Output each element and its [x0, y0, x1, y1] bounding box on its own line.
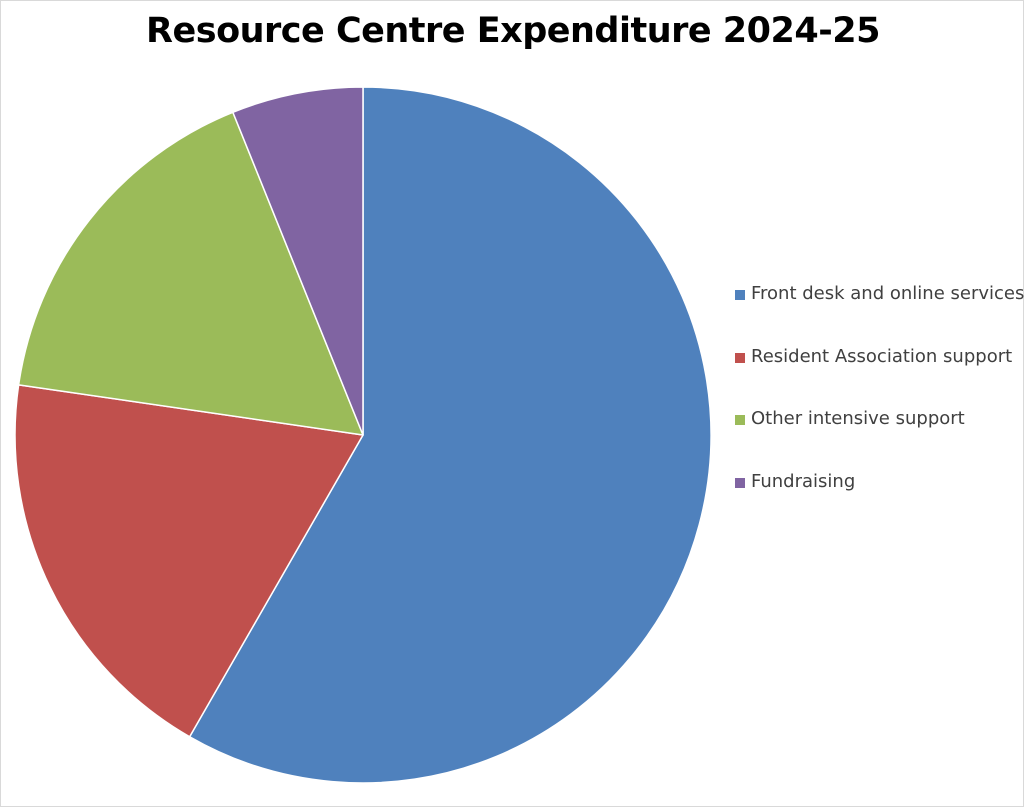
legend-swatch — [735, 352, 745, 363]
legend-label: Resident Association support — [751, 345, 1013, 367]
legend: Front desk and online services Resident … — [735, 281, 1024, 531]
legend-label: Front desk and online services — [751, 283, 1024, 304]
chart-title: Resource Centre Expenditure 2024-25 — [146, 11, 880, 51]
pie-slice-front-desk-and-online-services — [188, 86, 712, 784]
legend-label: Fundraising — [751, 470, 856, 492]
legend-swatch — [735, 290, 745, 300]
legend-item-resident-association: Resident Association support — [735, 344, 1021, 372]
legend-item-front-desk: Front desk and online services — [735, 281, 1024, 309]
legend-item-fundraising: Fundraising — [735, 469, 1021, 497]
pie-slice-resident-association-support — [14, 384, 364, 738]
pie-slices — [14, 86, 712, 784]
legend-item-other-intensive: Other intensive support — [735, 406, 1021, 434]
legend-label: Other intensive support — [751, 408, 965, 429]
pie-slice-other-intensive-support — [17, 111, 364, 436]
legend-swatch — [735, 415, 745, 425]
legend-swatch — [735, 477, 745, 488]
pie-slice-fundraising — [232, 86, 364, 436]
